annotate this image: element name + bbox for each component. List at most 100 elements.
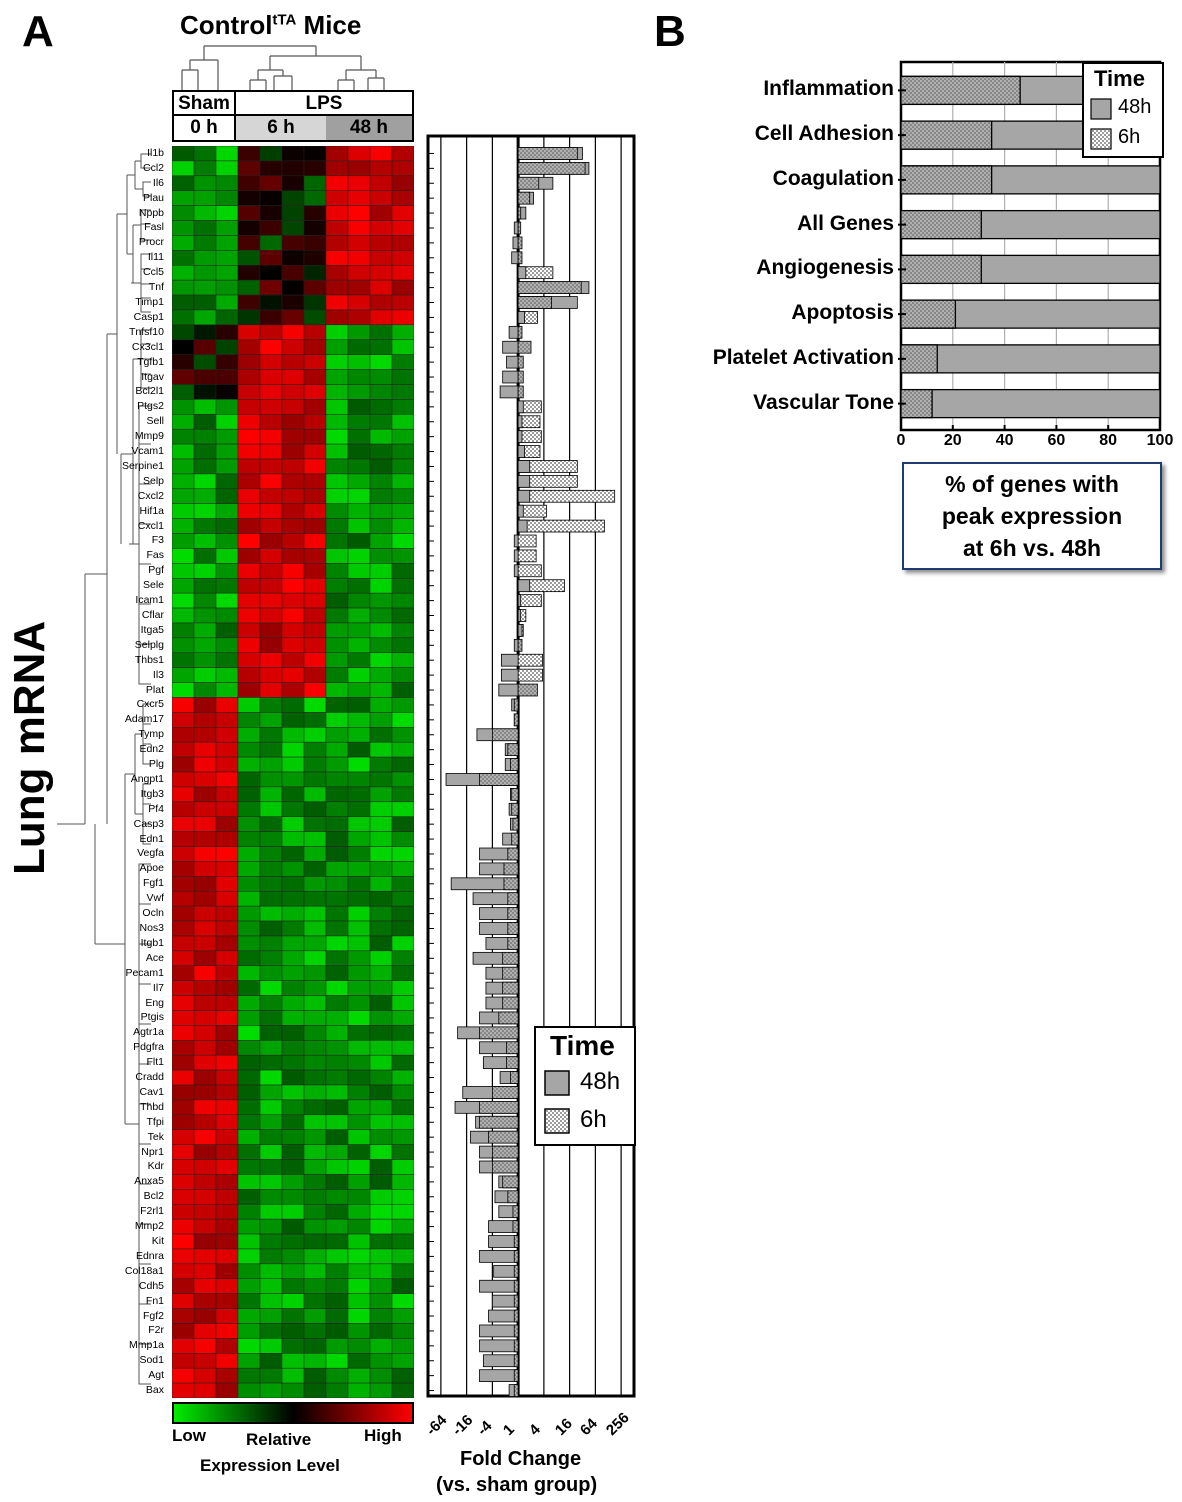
heatmap-cell <box>369 995 393 1011</box>
heatmap-cell <box>259 1263 283 1280</box>
gene-label: Ccl2 <box>142 161 164 174</box>
heatmap-cell <box>215 592 239 609</box>
heatmap-cell <box>215 607 239 624</box>
panel-b-category-labels: Inflammation Cell Adhesion Coagulation All … <box>600 60 894 430</box>
panel-b-bar-6h <box>900 254 982 285</box>
caption-line2: peak expression <box>941 503 1123 529</box>
heatmap-cell <box>259 264 283 281</box>
heatmap-cell <box>259 294 283 311</box>
heatmap-cell <box>259 905 283 922</box>
heatmap-cell <box>303 727 327 743</box>
heatmap-cell <box>303 920 327 937</box>
fold-tick-label: -64 <box>422 1411 451 1439</box>
heatmap-cell <box>347 1114 371 1130</box>
heatmap-cell <box>303 1308 327 1324</box>
heatmap-cell <box>391 1367 414 1384</box>
heatmap-cell <box>172 890 195 907</box>
heatmap-cell <box>172 935 195 952</box>
heatmap-cell <box>303 786 327 803</box>
gene-label: Plg <box>148 758 164 771</box>
fold-bar-6h <box>498 1011 519 1025</box>
gene-label: Serpine1 <box>121 459 164 472</box>
heatmap-cell <box>391 756 414 773</box>
heatmap-cell <box>303 518 327 534</box>
heatmap-cell <box>215 637 239 654</box>
gene-label: Thbs1 <box>134 653 164 666</box>
heatmap-cell <box>215 980 239 996</box>
heatmap-cell <box>172 876 195 892</box>
heatmap-cell <box>259 1353 283 1369</box>
heatmap-cell <box>369 1159 393 1175</box>
fold-bar-6h <box>507 922 519 935</box>
fold-bar-48h <box>498 683 519 697</box>
column-dendrogram <box>181 45 385 90</box>
panel-b-category-label: Apoptosis <box>791 301 894 325</box>
heatmap-cell <box>303 1144 327 1160</box>
heatmap-cell <box>347 175 371 191</box>
heatmap-cell <box>303 592 327 609</box>
heatmap-cell <box>369 1144 393 1160</box>
heatmap-cell <box>193 339 217 355</box>
heatmap-cell <box>369 205 393 221</box>
heatmap-cell <box>281 950 305 967</box>
caption-line3: at 6h vs. 48h <box>962 535 1102 561</box>
heatmap-cell <box>369 533 393 549</box>
heatmap-cell <box>281 1323 305 1339</box>
heatmap-cell <box>325 533 349 549</box>
panel-b-x-tick-label: 40 <box>995 432 1014 449</box>
heatmap-cell <box>391 354 414 370</box>
heatmap-cell <box>347 146 371 162</box>
fold-caption-line1: Fold Change <box>460 1448 582 1470</box>
heatmap-cell <box>391 1114 414 1130</box>
fold-tick-label: 16 <box>551 1415 576 1439</box>
heatmap-cell <box>369 756 393 773</box>
heatmap-cell <box>259 473 283 490</box>
heatmap-cell <box>369 1189 393 1205</box>
panel-b-category-label: Platelet Activation <box>712 345 894 369</box>
heatmap-cell <box>237 279 261 296</box>
heatmap-cell <box>347 339 371 355</box>
heatmap-cell <box>259 220 283 236</box>
heatmap-cell <box>215 1203 239 1220</box>
fold-tick-label: -16 <box>448 1411 476 1439</box>
heatmap-cell <box>259 1144 283 1160</box>
heatmap-cell <box>347 354 371 370</box>
heatmap-cell <box>369 175 393 191</box>
gene-label: Procr <box>138 236 164 249</box>
gene-label: Apoe <box>139 862 164 875</box>
heatmap-cell <box>172 965 195 981</box>
heatmap-cell <box>325 965 349 981</box>
heatmap-cell <box>347 563 371 579</box>
heatmap-cell <box>325 1144 349 1160</box>
heatmap-cell <box>281 756 305 773</box>
gene-label: Fgf2 <box>142 1309 164 1322</box>
heatmap-cell <box>281 414 305 430</box>
heatmap-cell <box>215 533 239 549</box>
heatmap-cell <box>193 1069 217 1086</box>
heatmap-cell <box>391 264 414 281</box>
heatmap-cell <box>172 1293 195 1309</box>
gene-label: Ccl5 <box>142 266 164 279</box>
gene-label: Cdh5 <box>138 1279 164 1292</box>
heatmap-cell <box>303 622 327 639</box>
panel-b-bar-6h <box>900 344 938 374</box>
heatmap-cell <box>369 1218 393 1235</box>
fold-bar-6h <box>517 549 537 563</box>
heatmap-cell <box>391 652 414 668</box>
heatmap-cell <box>193 428 217 445</box>
heatmap-cell <box>347 890 371 907</box>
heatmap-cell <box>237 488 261 504</box>
heatmap-cell <box>369 339 393 355</box>
heatmap-cell <box>391 205 414 221</box>
heatmap-cell <box>347 205 371 221</box>
heatmap-cell <box>391 905 414 922</box>
fold-bar-6h <box>513 1384 519 1397</box>
heatmap-cell <box>369 741 393 758</box>
heatmap-cell <box>215 264 239 281</box>
heatmap-cell <box>281 279 305 296</box>
fold-bar-48h <box>502 340 519 354</box>
heatmap-cell <box>259 1054 283 1071</box>
fold-bar-48h <box>517 624 523 637</box>
heatmap-cell <box>391 1069 414 1086</box>
heatmap-cell <box>369 712 393 728</box>
